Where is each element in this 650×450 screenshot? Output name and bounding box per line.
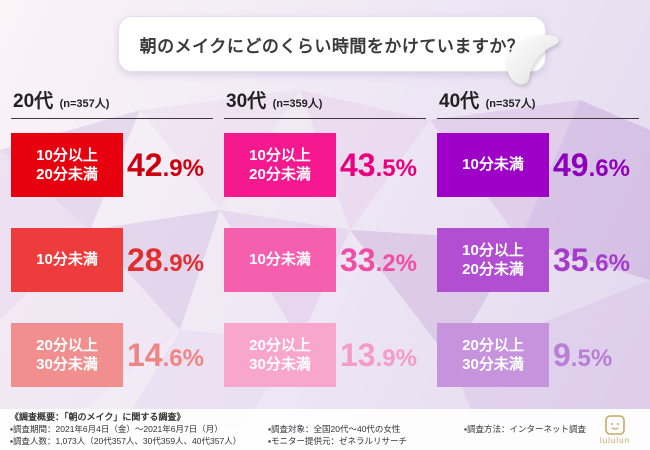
- result-row: 10分未満 49.6%: [437, 133, 639, 197]
- category-box: 20分以上 30分未満: [11, 323, 123, 387]
- percentage-value: 9.5%: [553, 336, 613, 373]
- result-row: 10分以上 20分未満 42.9%: [11, 133, 213, 197]
- age-group-column-20s: 20代 (n=357人) 10分以上 20分未満 42.9% 10分未満 28.…: [11, 86, 213, 387]
- category-label: 10分未満: [462, 156, 524, 174]
- percentage-value: 43.5%: [340, 146, 417, 183]
- age-group-column-40s: 40代 (n=357人) 10分未満 49.6% 10分以上 20分未満 35.…: [437, 86, 639, 387]
- brand-logo-text: lululun: [599, 435, 631, 445]
- category-box: 10分以上 20分未満: [224, 133, 336, 197]
- result-row: 20分以上 30分未満 13.9%: [224, 323, 426, 387]
- survey-period: ▪調査期間：2021年6月4日（金）〜2021年6月7日（月）: [10, 424, 223, 435]
- survey-count: ▪調査人数：1,073人（20代357人、30代359人、40代357人）: [10, 435, 242, 446]
- age-label: 40代: [439, 91, 480, 112]
- category-box: 20分以上 30分未満: [224, 323, 336, 387]
- survey-heading: 《調査概要：「朝のメイク」に関する調査》: [10, 412, 186, 423]
- percentage-value: 28.9%: [127, 241, 204, 278]
- age-label: 20代: [13, 91, 54, 112]
- result-row: 20分以上 30分未満 14.6%: [11, 323, 213, 387]
- percentage-value: 35.6%: [553, 241, 630, 278]
- result-row: 10分以上 20分未満 35.6%: [437, 228, 639, 292]
- age-group-header: 40代 (n=357人): [437, 86, 639, 119]
- category-label: 10分以上 20分未満: [249, 146, 311, 184]
- survey-details-grid: ▪調査期間：2021年6月4日（金）〜2021年6月7日（月） ▪調査対象：全国…: [10, 424, 588, 447]
- category-box: 10分未満: [224, 228, 336, 292]
- result-row: 20分以上 30分未満 9.5%: [437, 323, 639, 387]
- category-label: 20分以上 30分未満: [249, 336, 311, 374]
- result-row: 10分未満 33.2%: [224, 228, 426, 292]
- category-box: 20分以上 30分未満: [437, 323, 549, 387]
- category-box: 10分未満: [437, 133, 549, 197]
- sample-size: (n=359人): [272, 98, 323, 110]
- category-label: 10分未満: [36, 251, 98, 269]
- percentage-value: 14.6%: [127, 336, 204, 373]
- percentage-value: 33.2%: [340, 241, 417, 278]
- category-box: 10分未満: [11, 228, 123, 292]
- category-label: 10分以上 20分未満: [462, 241, 524, 279]
- survey-method: ▪調査方法：インターネット調査: [464, 424, 587, 435]
- category-label: 20分以上 30分未満: [462, 336, 524, 374]
- survey-summary-text: 《調査概要：「朝のメイク」に関する調査》 ▪調査期間：2021年6月4日（金）〜…: [10, 412, 588, 447]
- results-columns: 20代 (n=357人) 10分以上 20分未満 42.9% 10分未満 28.…: [11, 86, 639, 387]
- brand-logo-icon: [605, 414, 625, 435]
- title-banner: 朝のメイクにどのくらい時間をかけていますか？: [118, 16, 559, 85]
- survey-summary-footer: 《調査概要：「朝のメイク」に関する調査》 ▪調査期間：2021年6月4日（金）〜…: [0, 409, 650, 450]
- percentage-value: 49.6%: [553, 146, 630, 183]
- cream-swatch-decoration: [506, 34, 559, 85]
- category-label: 10分未満: [249, 251, 311, 269]
- age-group-column-30s: 30代 (n=359人) 10分以上 20分未満 43.5% 10分未満 33.…: [224, 86, 426, 387]
- age-label: 30代: [226, 91, 267, 112]
- sample-size: (n=357人): [59, 98, 110, 110]
- survey-monitor: ▪モニター提供元：ゼネラルリサーチ: [268, 435, 408, 446]
- category-label: 10分以上 20分未満: [36, 146, 98, 184]
- category-box: 10分以上 20分未満: [437, 228, 549, 292]
- percentage-value: 13.9%: [340, 336, 417, 373]
- category-box: 10分以上 20分未満: [11, 133, 123, 197]
- percentage-value: 42.9%: [127, 146, 204, 183]
- sample-size: (n=357人): [485, 98, 536, 110]
- category-label: 20分以上 30分未満: [36, 336, 98, 374]
- survey-target: ▪調査対象：全国20代〜40代の女性: [268, 424, 401, 435]
- result-row: 10分未満 28.9%: [11, 228, 213, 292]
- empty-cell: [464, 436, 588, 447]
- brand-logo: lululun: [588, 414, 642, 445]
- result-row: 10分以上 20分未満 43.5%: [224, 133, 426, 197]
- age-group-header: 30代 (n=359人): [224, 86, 426, 119]
- age-group-header: 20代 (n=357人): [11, 86, 213, 119]
- page-title: 朝のメイクにどのくらい時間をかけていますか？: [139, 36, 525, 56]
